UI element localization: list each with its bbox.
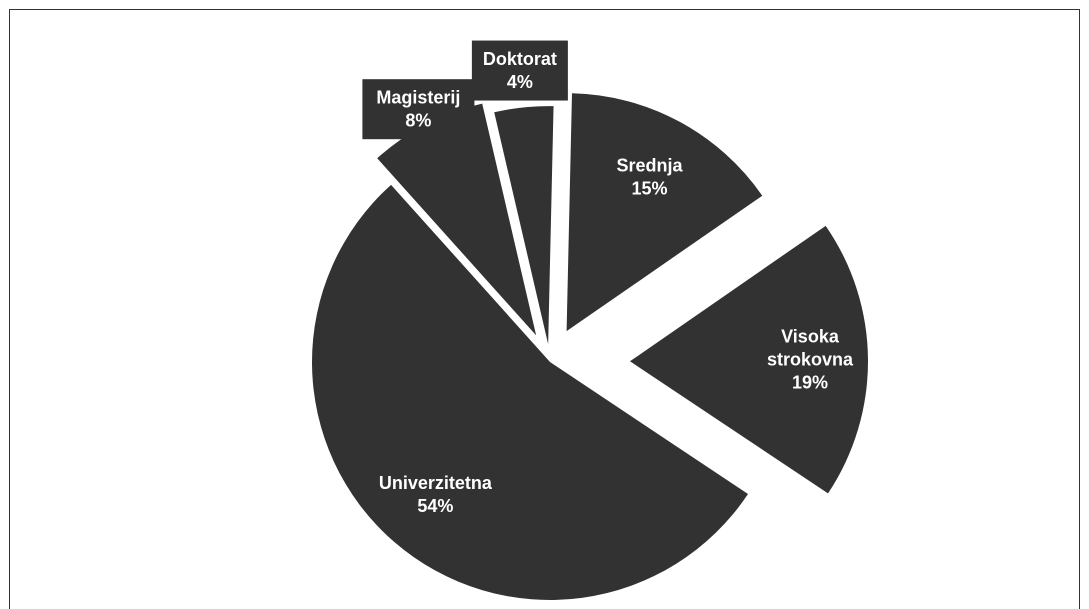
slice-label-visoka-strokovna: Visoka strokovna 19%: [767, 327, 854, 393]
pie-slice-srednja: [566, 93, 763, 332]
pie-slice-magisterij: [377, 103, 537, 336]
slice-label-univerzitetna: Univerzitetna 54%: [379, 473, 493, 516]
pie-chart: Srednja 15% Visoka strokovna 19% Univerzitetn…: [312, 40, 868, 600]
slice-label-doktorat: Doktorat 4%: [483, 49, 557, 92]
label-box-doktorat: [471, 40, 568, 101]
pie-slice-doktorat: [494, 106, 554, 345]
slice-label-magisterij: Magisterij 8%: [376, 88, 460, 131]
pie-slice-visoka-strokovna: [629, 225, 868, 494]
pie-slice-univerzitetna: [312, 184, 749, 600]
label-box-magisterij: [362, 79, 475, 140]
chart-frame: Srednja 15% Visoka strokovna 19% Univerzitetn…: [9, 9, 1080, 609]
slice-label-srednja: Srednja 15%: [617, 156, 684, 199]
